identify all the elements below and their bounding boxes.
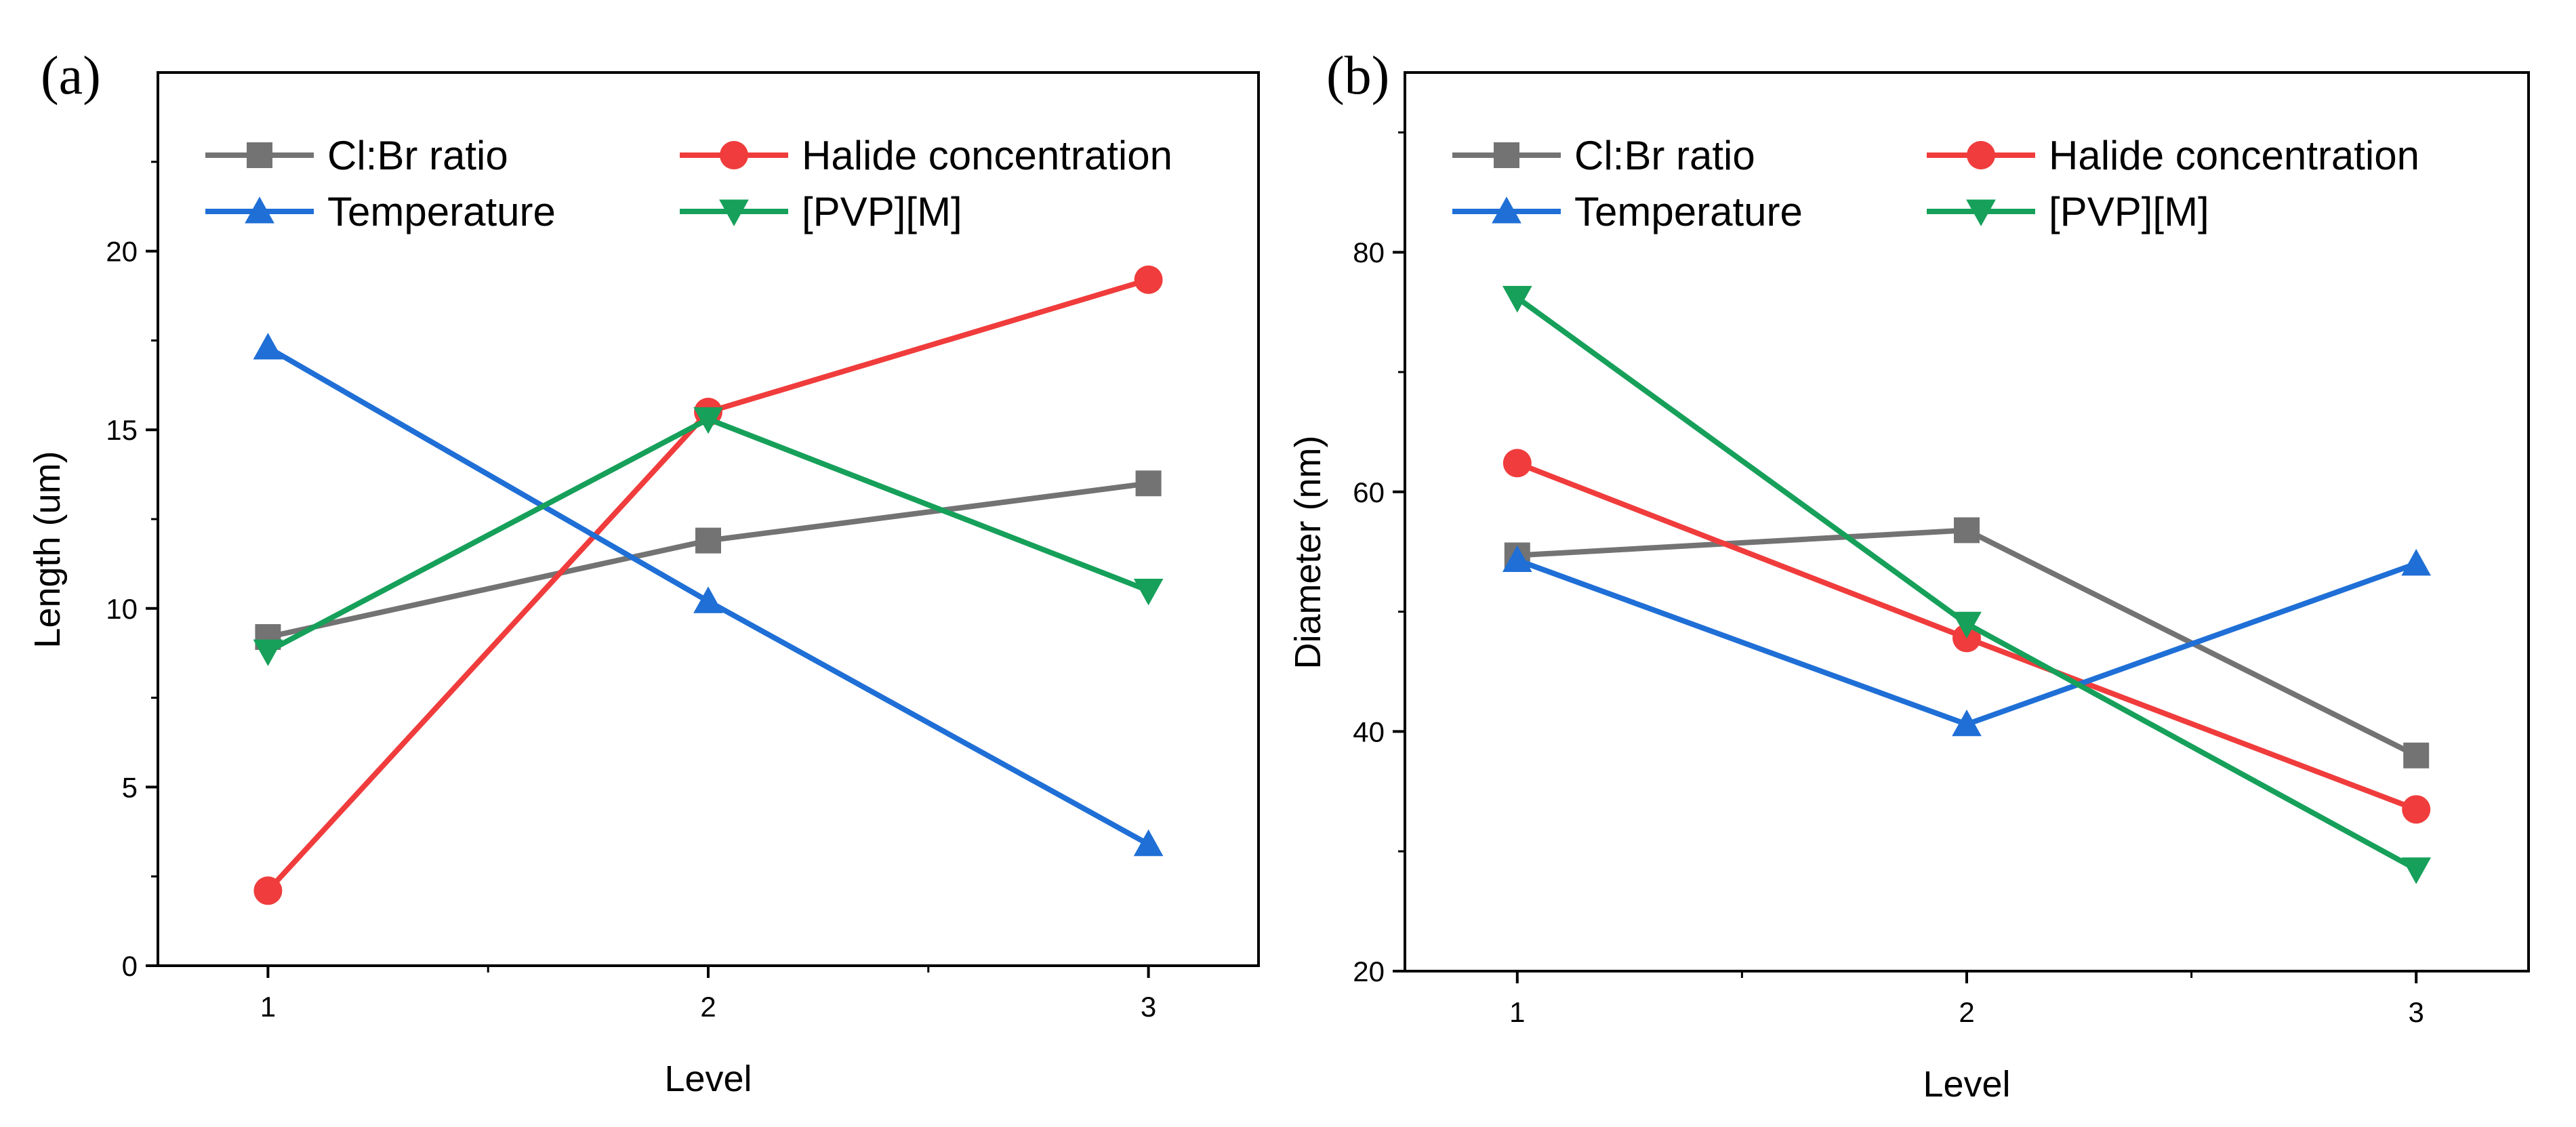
y-axis-title: Length (um) [27, 451, 68, 648]
data-point-temperature [1502, 545, 1532, 573]
data-point-cl-br-ratio [1954, 517, 1980, 544]
legend-entry-pvp-m: [PVP][M] [1927, 189, 2209, 234]
y-tick-label: 5 [122, 771, 138, 803]
legend-entry-halide-concentration: Halide concentration [680, 133, 1172, 178]
legend-marker [720, 141, 748, 169]
series-cl-br-ratio [255, 470, 1162, 650]
y-tick-label: 80 [1353, 237, 1385, 268]
y-axis-title: Diameter (nm) [1288, 435, 1328, 669]
y-tick-label: 10 [106, 593, 138, 625]
chart-panel-a: 0 5 10 15 20 1 2 3 Level Length (um) (a) Cl:Br rati… [27, 46, 1260, 1099]
x-axis-title: Level [1923, 1064, 2010, 1105]
legend-marker [719, 199, 749, 226]
y-tick-label: 0 [122, 950, 138, 982]
data-point-halide-concentration [1134, 265, 1163, 294]
data-point-pvp-m [1133, 578, 1164, 606]
data-point-halide-concentration [253, 876, 283, 905]
series-line-cl-br-ratio [267, 480, 1149, 640]
data-point-halide-concentration [2402, 795, 2431, 824]
data-point-temperature [693, 586, 723, 613]
chart-panel-b: 20 40 60 80 1 2 3 Level Diameter (nm) (b) Cl:Br ra… [1288, 46, 2530, 1105]
legend-marker [1492, 197, 1521, 224]
legend-label: Temperature [327, 189, 556, 234]
y-tick-label: 20 [106, 236, 138, 268]
legend: Cl:Br ratio Halide concentration Temperatu… [205, 133, 1172, 234]
legend-label: Halide concentration [802, 133, 1172, 178]
data-point-cl-br-ratio [695, 527, 721, 554]
x-tick-label: 3 [2409, 996, 2424, 1028]
data-point-cl-br-ratio [1135, 470, 1162, 497]
y-tick-label: 15 [106, 414, 138, 446]
panel-label: (a) [41, 46, 101, 106]
series-temperature [253, 333, 1164, 857]
data-point-temperature [1133, 829, 1164, 857]
legend-label: Temperature [1574, 189, 1803, 234]
legend-entry-cl-br-ratio: Cl:Br ratio [205, 133, 508, 178]
x-tick-label: 3 [1141, 991, 1156, 1023]
series-line-halide-concentration [266, 276, 1149, 893]
legend-entry-pvp-m: [PVP][M] [680, 189, 962, 234]
x-tick-label: 1 [260, 991, 276, 1023]
data-point-pvp-m [2401, 857, 2432, 884]
data-point-pvp-m [1952, 611, 1982, 639]
legend-entry-halide-concentration: Halide concentration [1927, 133, 2419, 178]
series-pvp-m [253, 407, 1164, 666]
panel-label: (b) [1326, 46, 1389, 106]
y-tick-label: 40 [1353, 716, 1385, 747]
legend: Cl:Br ratio Halide concentration Temperatu… [1452, 133, 2419, 234]
y-tick-label: 20 [1353, 956, 1385, 987]
legend-marker [1966, 199, 1996, 226]
x-tick-label: 2 [1959, 996, 1974, 1028]
legend-entry-cl-br-ratio: Cl:Br ratio [1452, 133, 1755, 178]
x-tick-label: 2 [700, 991, 716, 1023]
y-tick-label: 60 [1353, 476, 1385, 508]
legend-marker [1967, 141, 1995, 169]
series-pvp-m [1502, 285, 2432, 884]
legend-label: Cl:Br ratio [327, 133, 508, 178]
data-point-pvp-m [1502, 285, 1532, 313]
legend-marker [1494, 142, 1519, 168]
legend-marker [245, 197, 274, 224]
x-axis-title: Level [664, 1059, 752, 1099]
series-line-pvp-m [1515, 295, 2418, 872]
data-point-temperature [1952, 709, 1982, 737]
data-point-cl-br-ratio [2403, 742, 2430, 769]
legend-entry-temperature: Temperature [1452, 189, 1803, 234]
series-temperature [1502, 545, 2432, 737]
legend-label: Cl:Br ratio [1574, 133, 1755, 178]
data-point-pvp-m [693, 407, 723, 434]
data-point-pvp-m [253, 639, 283, 666]
legend-label: [PVP][M] [2049, 189, 2209, 234]
legend-entry-temperature: Temperature [205, 189, 556, 234]
data-point-temperature [253, 333, 283, 360]
legend-label: [PVP][M] [802, 189, 962, 234]
data-point-halide-concentration [1502, 449, 1532, 478]
data-point-temperature [2401, 549, 2432, 576]
legend-marker [247, 142, 272, 168]
x-tick-label: 1 [1509, 996, 1525, 1028]
legend-label: Halide concentration [2049, 133, 2419, 178]
